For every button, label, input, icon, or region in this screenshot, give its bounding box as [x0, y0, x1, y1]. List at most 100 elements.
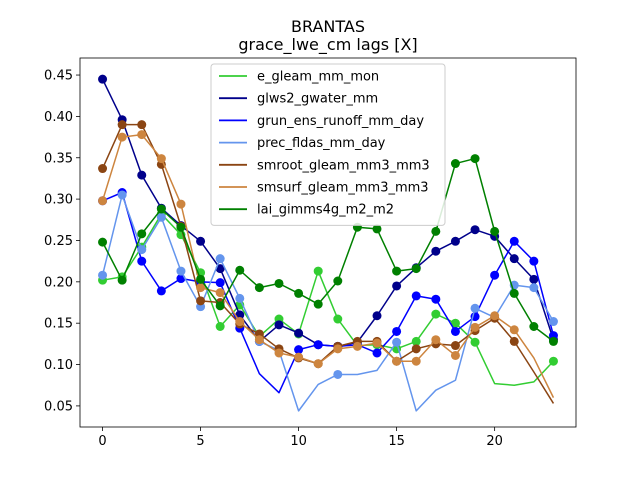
data-point [392, 281, 402, 291]
data-point [313, 340, 323, 350]
data-point [450, 318, 460, 328]
data-point [411, 291, 421, 301]
data-point [431, 246, 441, 256]
plot-area [98, 74, 558, 412]
data-point [196, 296, 206, 306]
legend-label: smroot_gleam_mm3_mm3 [257, 158, 430, 173]
legend: e_gleam_mm_mon glws2_gwater_mm grun_ens_ru… [210, 63, 446, 226]
data-point [313, 299, 323, 309]
data-point [294, 352, 304, 362]
data-point [509, 288, 519, 298]
data-point [431, 226, 441, 236]
data-point [313, 266, 323, 276]
data-point [490, 270, 500, 280]
data-point [117, 120, 127, 130]
data-point [392, 326, 402, 336]
x-tick-label: 15 [388, 434, 405, 449]
data-point [509, 325, 519, 335]
x-tick-label: 0 [98, 434, 106, 449]
data-point [490, 226, 500, 236]
data-point [137, 245, 147, 255]
legend-label: prec_fldas_mm_day [257, 136, 386, 151]
data-point [98, 270, 108, 280]
data-point [450, 350, 460, 360]
data-point [431, 294, 441, 304]
data-point [215, 288, 225, 298]
data-point [156, 212, 166, 222]
data-point [215, 322, 225, 331]
data-point [98, 237, 108, 247]
data-point [470, 337, 480, 347]
data-point [196, 283, 206, 293]
legend-label: e_gleam_mm_mon [257, 70, 379, 85]
y-tick-label: 0.10 [44, 358, 73, 373]
data-point [529, 322, 539, 331]
legend-label: grun_ens_runoff_mm_day [257, 114, 424, 129]
data-point [450, 341, 460, 351]
data-point [372, 224, 382, 234]
data-point [235, 317, 245, 327]
legend-label: smsurf_gleam_mm3_mm3 [257, 181, 429, 196]
data-point [352, 341, 362, 351]
data-point [176, 199, 186, 209]
data-point [176, 222, 186, 232]
legend-box [210, 63, 446, 226]
y-tick-label: 0.20 [44, 275, 73, 290]
y-tick-label: 0.30 [44, 193, 73, 208]
data-point [294, 288, 304, 298]
data-point [176, 266, 186, 276]
data-point [215, 254, 225, 264]
data-point [156, 204, 166, 214]
data-point [313, 359, 323, 369]
axes: 0 5 10 15 20 0.05 0.10 0.15 0.20 0.25 0.30 0.35 0.40… [44, 57, 577, 449]
data-point [98, 74, 108, 84]
x-tick-label: 10 [290, 434, 307, 449]
data-point [294, 345, 304, 355]
data-point [137, 256, 147, 266]
data-point [274, 348, 284, 358]
y-tick-label: 0.15 [44, 317, 73, 332]
data-point [117, 190, 127, 200]
axes-frame [79, 57, 577, 428]
data-point [235, 265, 245, 275]
data-point [137, 170, 147, 180]
data-point [470, 322, 480, 332]
y-tick-label: 0.40 [44, 110, 73, 125]
data-point [548, 336, 558, 346]
data-point [372, 338, 382, 348]
data-point [333, 369, 343, 379]
data-point [431, 335, 441, 345]
data-point [117, 132, 127, 142]
legend-label: lai_gimms4g_m2_m2 [257, 203, 394, 218]
x-tick-label: 5 [196, 434, 204, 449]
data-point [117, 275, 127, 285]
data-point [470, 154, 480, 164]
data-point [333, 276, 343, 286]
data-point [392, 266, 402, 276]
y-tick-label: 0.35 [44, 151, 73, 166]
data-point [411, 344, 421, 354]
data-point [156, 286, 166, 296]
data-point [470, 225, 480, 235]
series-e_gleam_mm_mon [98, 209, 558, 386]
data-point [509, 336, 519, 346]
data-point [450, 326, 460, 336]
chart-title: BRANTAS [291, 17, 365, 36]
y-tick-label: 0.05 [44, 399, 73, 414]
y-tick-label: 0.25 [44, 234, 73, 249]
data-point [392, 356, 402, 366]
data-point [509, 236, 519, 246]
data-point [137, 130, 147, 140]
data-point [235, 293, 245, 303]
data-point [372, 348, 382, 358]
data-point [470, 303, 480, 313]
data-point [411, 336, 421, 346]
data-point [254, 335, 264, 345]
data-point [450, 159, 460, 169]
data-point [431, 309, 441, 319]
data-point [274, 320, 284, 330]
data-point [215, 301, 225, 311]
data-point [509, 254, 519, 264]
data-point [294, 328, 304, 338]
